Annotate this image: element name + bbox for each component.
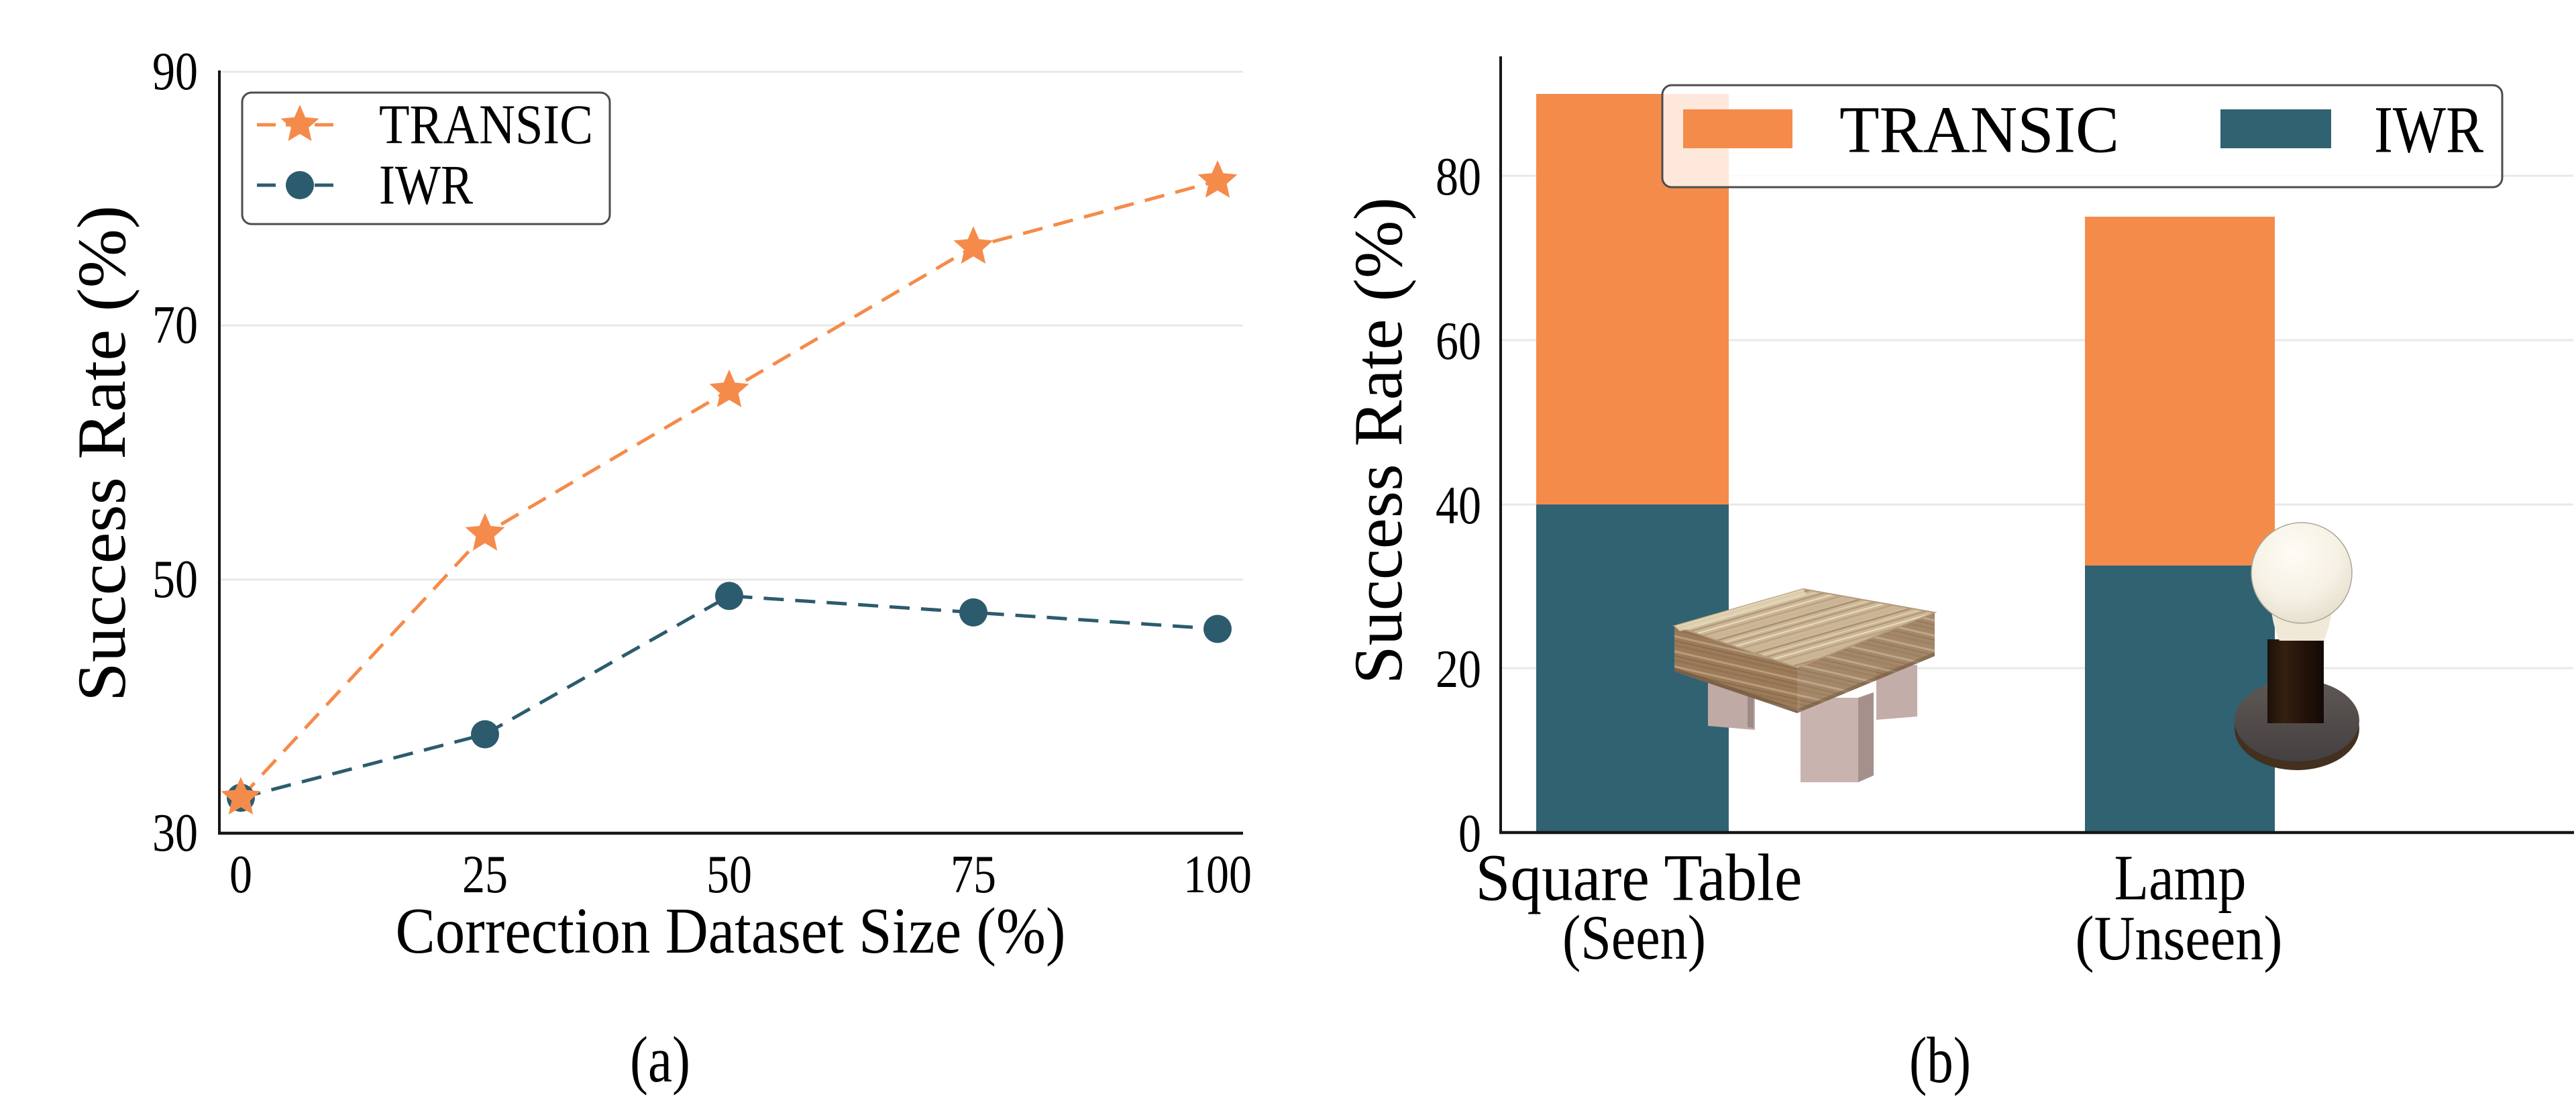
svg-text:Success Rate (%): Success Rate (%) xyxy=(1340,197,1417,684)
svg-text:(a): (a) xyxy=(630,1024,690,1096)
svg-text:IWR: IWR xyxy=(2374,93,2483,167)
svg-text:IWR: IWR xyxy=(379,154,473,217)
svg-text:Square Table: Square Table xyxy=(1476,841,1803,915)
svg-text:50: 50 xyxy=(706,845,752,904)
svg-text:25: 25 xyxy=(462,845,508,904)
svg-text:80: 80 xyxy=(1436,148,1481,207)
svg-text:50: 50 xyxy=(152,550,198,609)
svg-text:40: 40 xyxy=(1436,476,1481,535)
svg-text:Correction Dataset Size (%): Correction Dataset Size (%) xyxy=(396,895,1066,967)
svg-text:TRANSIC: TRANSIC xyxy=(379,94,593,156)
svg-text:70: 70 xyxy=(152,296,198,355)
svg-text:Success Rate (%): Success Rate (%) xyxy=(64,205,140,702)
svg-text:(Seen): (Seen) xyxy=(1562,903,1706,973)
svg-text:TRANSIC: TRANSIC xyxy=(1839,93,2119,167)
svg-text:0: 0 xyxy=(1458,804,1481,863)
svg-text:30: 30 xyxy=(152,804,198,863)
svg-text:(Unseen): (Unseen) xyxy=(2076,904,2283,973)
svg-text:100: 100 xyxy=(1183,845,1252,904)
svg-text:(b): (b) xyxy=(1909,1024,1971,1097)
svg-text:20: 20 xyxy=(1436,640,1481,699)
svg-text:Lamp: Lamp xyxy=(2114,842,2247,914)
svg-text:90: 90 xyxy=(152,42,198,101)
svg-text:0: 0 xyxy=(229,845,252,904)
svg-text:60: 60 xyxy=(1436,312,1481,371)
svg-text:75: 75 xyxy=(951,845,996,904)
